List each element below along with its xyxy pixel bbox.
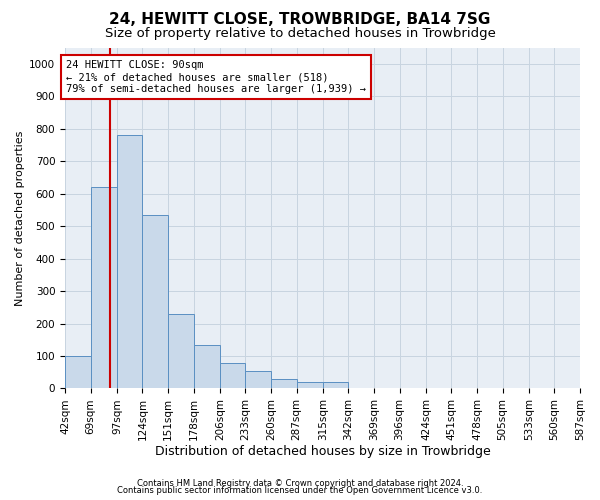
Text: Contains HM Land Registry data © Crown copyright and database right 2024.: Contains HM Land Registry data © Crown c… [137,478,463,488]
Text: 24 HEWITT CLOSE: 90sqm
← 21% of detached houses are smaller (518)
79% of semi-de: 24 HEWITT CLOSE: 90sqm ← 21% of detached… [66,60,366,94]
Bar [220,362,245,388]
Y-axis label: Number of detached properties: Number of detached properties [15,130,25,306]
Bar [194,344,220,389]
Text: 24, HEWITT CLOSE, TROWBRIDGE, BA14 7SG: 24, HEWITT CLOSE, TROWBRIDGE, BA14 7SG [109,12,491,28]
Text: Size of property relative to detached houses in Trowbridge: Size of property relative to detached ho… [104,28,496,40]
Bar [142,214,168,388]
Bar [323,382,349,388]
Bar [65,356,91,388]
Text: Contains public sector information licensed under the Open Government Licence v3: Contains public sector information licen… [118,486,482,495]
Bar [271,378,296,388]
Bar [117,135,142,388]
X-axis label: Distribution of detached houses by size in Trowbridge: Distribution of detached houses by size … [155,444,490,458]
Bar [91,187,117,388]
Bar [296,382,323,388]
Bar [168,314,194,388]
Bar [245,370,271,388]
